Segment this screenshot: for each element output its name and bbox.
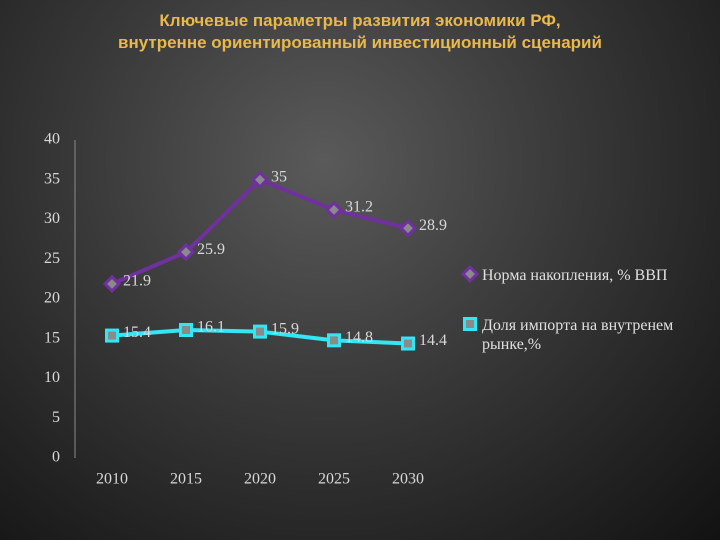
y-tick-label: 30 xyxy=(44,210,60,227)
y-tick-label: 10 xyxy=(44,369,60,386)
point xyxy=(401,336,415,351)
legend-marker xyxy=(460,264,480,284)
point xyxy=(179,323,193,338)
data-label: 16.1 xyxy=(197,319,225,336)
y-tick-label: 5 xyxy=(52,409,60,426)
data-label: 15.9 xyxy=(271,320,299,337)
point xyxy=(398,219,418,238)
data-label: 14.8 xyxy=(345,329,373,346)
y-tick-label: 15 xyxy=(44,329,60,346)
x-tick-label: 2030 xyxy=(392,471,424,488)
point xyxy=(176,242,196,262)
x-tick-label: 2015 xyxy=(170,471,202,488)
point xyxy=(250,170,270,189)
legend-label: Доля импорта на внутренем рынке,% xyxy=(482,317,674,353)
legend-marker xyxy=(463,317,477,331)
point xyxy=(105,328,119,343)
data-label: 21.9 xyxy=(123,273,151,290)
y-tick-label: 25 xyxy=(44,250,60,267)
data-label: 28.9 xyxy=(419,217,447,234)
y-tick-label: 20 xyxy=(44,290,60,307)
legend-label: Норма накопления, % ВВП xyxy=(482,267,668,284)
x-tick-label: 2025 xyxy=(318,471,350,488)
y-tick-label: 0 xyxy=(52,449,60,466)
data-label: 25.9 xyxy=(197,241,225,258)
data-label: 14.4 xyxy=(419,332,447,349)
x-tick-label: 2020 xyxy=(244,471,276,488)
x-tick-label: 2010 xyxy=(96,471,128,488)
chart-title: Ключевые параметры развития экономики РФ… xyxy=(118,11,602,52)
point xyxy=(327,333,341,348)
data-label: 31.2 xyxy=(345,199,373,216)
point xyxy=(324,200,344,220)
point xyxy=(253,324,267,339)
series-line xyxy=(111,177,409,286)
y-tick-label: 40 xyxy=(44,131,60,148)
data-label: 35 xyxy=(271,168,287,185)
point xyxy=(102,274,122,294)
data-label: 15.4 xyxy=(123,324,151,341)
y-tick-label: 35 xyxy=(44,170,60,187)
